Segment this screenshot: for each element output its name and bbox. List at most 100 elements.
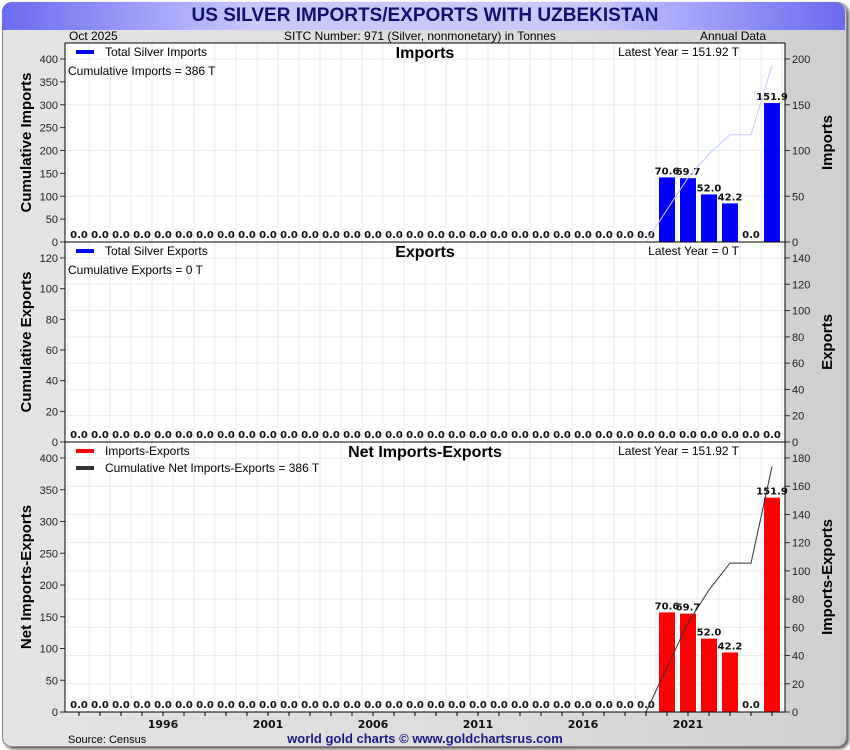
right-tick-label: 60 xyxy=(792,622,804,634)
bar-label-2002: 0.0 xyxy=(280,230,298,241)
bar-label-2018: 0.0 xyxy=(616,230,634,241)
legend-swatch xyxy=(76,449,94,453)
latest-year-text: Latest Year = 151.92 T xyxy=(618,444,740,458)
right-tick-label: 120 xyxy=(792,538,810,550)
cumulative-line xyxy=(645,65,773,243)
bar-label-2011: 0.0 xyxy=(469,430,487,441)
bar-label-2002: 0.0 xyxy=(280,430,298,441)
left-tick-label: 0 xyxy=(52,437,58,449)
right-tick-label: 100 xyxy=(792,306,810,318)
right-tick-label: 120 xyxy=(792,279,810,291)
x-tick-label: 2021 xyxy=(673,718,704,731)
legend-swatch-2 xyxy=(76,466,94,470)
bar-label-1992: 0.0 xyxy=(70,700,88,711)
bar-label-2025: 151.9 xyxy=(756,487,788,498)
left-axis-title: Cumulative Exports xyxy=(18,272,35,413)
left-axis-title: Cumulative Imports xyxy=(18,72,35,212)
bar-label-2022: 0.0 xyxy=(700,430,718,441)
bar-label-2011: 0.0 xyxy=(469,700,487,711)
bar-label-1998: 0.0 xyxy=(196,230,214,241)
bar-label-2023: 0.0 xyxy=(721,430,739,441)
left-tick-label: 60 xyxy=(46,345,58,357)
bar-2022 xyxy=(701,638,717,712)
bar-label-2006: 0.0 xyxy=(364,230,382,241)
bar-label-1993: 0.0 xyxy=(91,230,109,241)
legend-label: Imports-Exports xyxy=(105,444,190,458)
left-tick-label: 20 xyxy=(46,406,58,418)
x-tick-label: 2001 xyxy=(253,718,284,731)
bar-label-1992: 0.0 xyxy=(70,230,88,241)
bar-2021 xyxy=(680,613,696,712)
plot-border-2 xyxy=(64,441,786,713)
bar-label-1997: 0.0 xyxy=(175,700,193,711)
bar-label-2021: 0.0 xyxy=(679,430,697,441)
bar-label-2023: 42.2 xyxy=(718,641,743,652)
left-tick-label: 200 xyxy=(40,146,58,158)
x-tick-label: 2011 xyxy=(463,718,494,731)
left-tick-label: 400 xyxy=(40,453,58,465)
bar-label-2025: 151.9 xyxy=(756,92,788,103)
title-bar xyxy=(2,2,845,30)
bar-label-2021: 69.7 xyxy=(676,167,701,178)
bar-label-2018: 0.0 xyxy=(616,430,634,441)
bar-label-2010: 0.0 xyxy=(448,700,466,711)
legend-label: Total Silver Imports xyxy=(105,45,207,59)
bar-label-2022: 52.0 xyxy=(697,628,722,639)
bar-label-2020: 70.6 xyxy=(655,601,680,612)
bar-label-2015: 0.0 xyxy=(553,700,571,711)
bar-label-2000: 0.0 xyxy=(238,230,256,241)
sitc-label: SITC Number: 971 (Silver, nonmonetary) i… xyxy=(284,29,556,43)
left-tick-label: 40 xyxy=(46,376,58,388)
bar-label-1994: 0.0 xyxy=(112,430,130,441)
x-tick-label: 2006 xyxy=(358,718,389,731)
bar-label-2004: 0.0 xyxy=(322,700,340,711)
bar-label-1996: 0.0 xyxy=(154,230,172,241)
right-tick-label: 100 xyxy=(792,146,810,158)
bar-2023 xyxy=(722,203,738,242)
bar-label-2018: 0.0 xyxy=(616,700,634,711)
bar-label-1994: 0.0 xyxy=(112,230,130,241)
right-tick-label: 80 xyxy=(792,332,804,344)
bar-label-2003: 0.0 xyxy=(301,700,319,711)
bar-label-2005: 0.0 xyxy=(343,430,361,441)
bar-label-2024: 0.0 xyxy=(742,430,760,441)
bar-label-2000: 0.0 xyxy=(238,430,256,441)
bar-label-2020: 0.0 xyxy=(658,430,676,441)
bar-label-1995: 0.0 xyxy=(133,230,151,241)
bar-label-2015: 0.0 xyxy=(553,430,571,441)
bar-label-2005: 0.0 xyxy=(343,700,361,711)
bar-2021 xyxy=(680,178,696,242)
bar-label-2012: 0.0 xyxy=(490,230,508,241)
right-tick-label: 50 xyxy=(792,191,804,203)
frequency-label: Annual Data xyxy=(700,29,767,43)
left-tick-label: 250 xyxy=(40,123,58,135)
right-tick-label: 150 xyxy=(792,100,810,112)
right-tick-label: 40 xyxy=(792,384,804,396)
bar-label-2013: 0.0 xyxy=(511,700,529,711)
right-tick-label: 140 xyxy=(792,253,810,265)
right-tick-label: 160 xyxy=(792,481,810,493)
bar-label-2004: 0.0 xyxy=(322,230,340,241)
left-tick-label: 200 xyxy=(40,580,58,592)
bar-2020 xyxy=(659,612,675,712)
right-axis-title: Imports-Exports xyxy=(819,519,836,635)
latest-year-text: Latest Year = 0 T xyxy=(648,244,740,258)
bar-label-2008: 0.0 xyxy=(406,230,424,241)
left-tick-label: 300 xyxy=(40,517,58,529)
bar-label-2019: 0.0 xyxy=(637,230,655,241)
left-tick-label: 100 xyxy=(40,284,58,296)
left-tick-label: 50 xyxy=(46,675,58,687)
bar-label-2014: 0.0 xyxy=(532,700,550,711)
bar-label-2017: 0.0 xyxy=(595,230,613,241)
right-tick-label: 20 xyxy=(792,679,804,691)
bar-label-1993: 0.0 xyxy=(91,430,109,441)
right-tick-label: 0 xyxy=(792,237,798,249)
latest-year-text: Latest Year = 151.92 T xyxy=(618,45,740,59)
right-axis-title: Imports xyxy=(819,115,836,170)
bar-label-2003: 0.0 xyxy=(301,230,319,241)
left-tick-label: 350 xyxy=(40,77,58,89)
right-tick-label: 180 xyxy=(792,453,810,465)
bar-label-2014: 0.0 xyxy=(532,230,550,241)
bar-label-2015: 0.0 xyxy=(553,230,571,241)
bar-label-2001: 0.0 xyxy=(259,700,277,711)
